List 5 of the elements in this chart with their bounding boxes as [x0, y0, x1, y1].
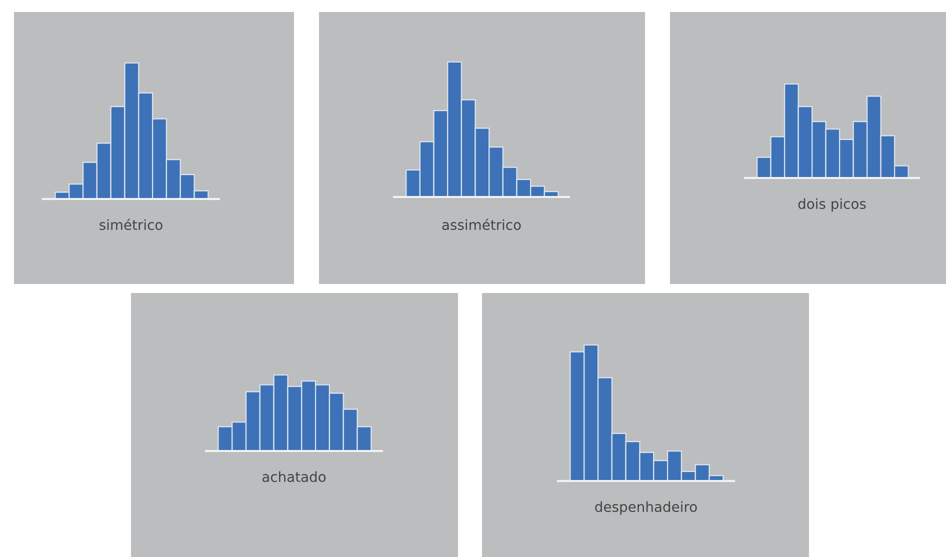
x-axis-title: achatado: [262, 471, 326, 482]
x-axis-title: assimétrico: [442, 218, 521, 230]
x-axis-title: dois picos: [798, 198, 866, 212]
x-axis-title: despenhadeiro: [595, 501, 697, 515]
x-axis-title: simétrico: [100, 218, 162, 230]
